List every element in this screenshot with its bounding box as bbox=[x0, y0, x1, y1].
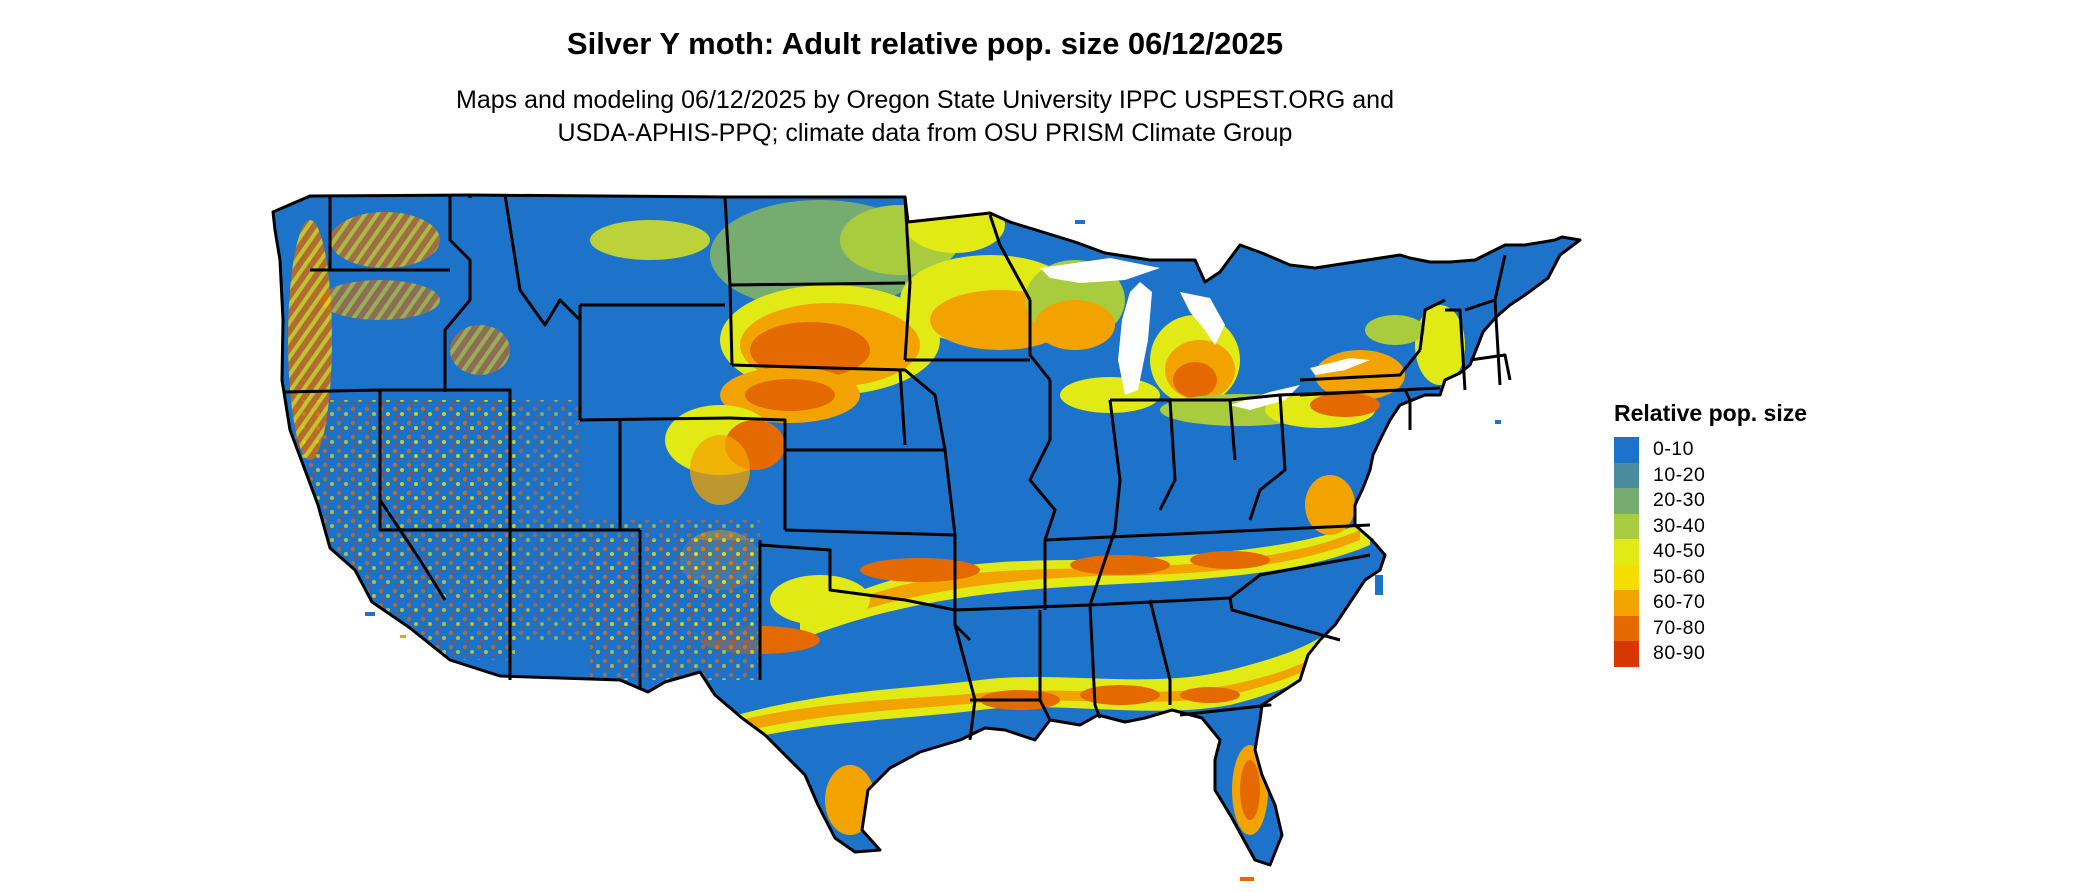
legend-item: 30-40 bbox=[1614, 513, 1914, 539]
legend-swatch bbox=[1614, 615, 1639, 641]
legend-swatch bbox=[1614, 437, 1639, 463]
coastal-islands bbox=[365, 220, 1501, 881]
legend-swatch bbox=[1614, 488, 1639, 514]
legend-item: 50-60 bbox=[1614, 564, 1914, 590]
legend-swatch bbox=[1614, 539, 1639, 565]
legend: Relative pop. size 0-10 10-20 20-30 30-40 40… bbox=[1614, 400, 1914, 667]
legend-item: 0-10 bbox=[1614, 437, 1914, 463]
legend-item: 80-90 bbox=[1614, 641, 1914, 667]
legend-label: 40-50 bbox=[1653, 540, 1706, 563]
map-subtitle: Maps and modeling 06/12/2025 by Oregon S… bbox=[0, 84, 1850, 150]
legend-label: 0-10 bbox=[1653, 438, 1695, 461]
legend-label: 70-80 bbox=[1653, 616, 1706, 639]
legend-label: 10-20 bbox=[1653, 463, 1706, 486]
legend-label: 20-30 bbox=[1653, 489, 1706, 512]
map-title: Silver Y moth: Adult relative pop. size … bbox=[566, 26, 1284, 61]
legend-swatch bbox=[1614, 641, 1639, 667]
legend-item: 70-80 bbox=[1614, 615, 1914, 641]
legend-label: 80-90 bbox=[1653, 642, 1706, 665]
state-boundaries bbox=[271, 193, 1582, 867]
gulf-band bbox=[720, 610, 1355, 835]
mid-south-band bbox=[800, 475, 1370, 640]
legend-items: 0-10 10-20 20-30 30-40 40-50 50-60 60-70 70-80 8… bbox=[1614, 437, 1914, 667]
legend-swatch bbox=[1614, 462, 1639, 488]
legend-item: 60-70 bbox=[1614, 590, 1914, 616]
legend-swatch bbox=[1614, 513, 1639, 539]
legend-item: 20-30 bbox=[1614, 488, 1914, 514]
great-lakes-water bbox=[1040, 258, 1370, 410]
legend-label: 30-40 bbox=[1653, 514, 1706, 537]
subtitle-line-1: Maps and modeling 06/12/2025 by Oregon S… bbox=[456, 86, 1394, 114]
legend-label: 50-60 bbox=[1653, 565, 1706, 588]
legend-label: 60-70 bbox=[1653, 591, 1706, 614]
legend-swatch bbox=[1614, 564, 1639, 590]
legend-swatch bbox=[1614, 590, 1639, 616]
legend-item: 10-20 bbox=[1614, 462, 1914, 488]
subtitle-line-2: USDA-APHIS-PPQ; climate data from OSU PR… bbox=[557, 119, 1293, 147]
legend-item: 40-50 bbox=[1614, 539, 1914, 565]
legend-title: Relative pop. size bbox=[1614, 400, 1808, 426]
